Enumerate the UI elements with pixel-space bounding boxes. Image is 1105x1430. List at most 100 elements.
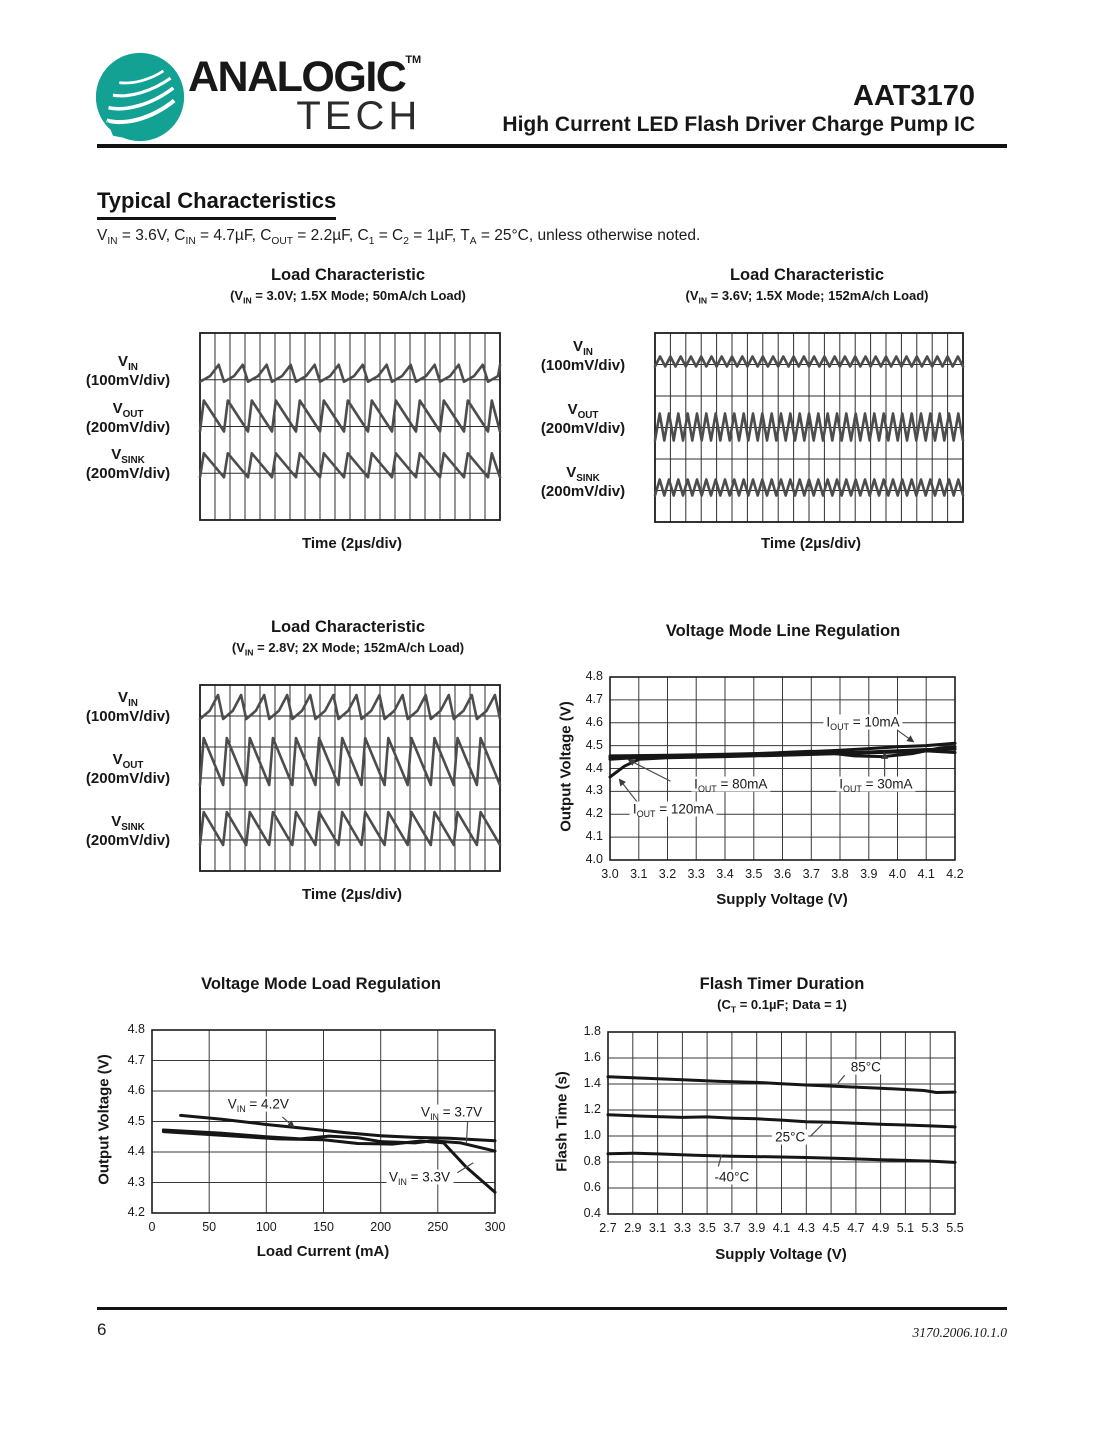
- brand-wordmark: ANALOGICTM TECH: [188, 53, 421, 139]
- flash-ytick-3: 1.0: [583, 1128, 601, 1142]
- linereg-ytick-5: 4.5: [585, 737, 603, 752]
- linereg-ytick-1: 4.1: [585, 829, 603, 844]
- loadreg-plot-frame: [151, 1029, 496, 1214]
- linereg-xtick-11: 4.1: [917, 867, 935, 881]
- flash-grid: [608, 1032, 955, 1214]
- osc1-waveform-0: [198, 363, 502, 384]
- loadreg-y-axis-label: Output Voltage (V): [95, 1054, 113, 1185]
- osc1-title: Load Characteristic: [270, 266, 426, 284]
- linereg-annotation-0: IOUT = 10mA: [823, 714, 903, 732]
- linereg-ytick-3: 4.3: [585, 783, 603, 798]
- osc2-plot-frame: [654, 332, 964, 523]
- linereg-leader-1: [627, 759, 671, 782]
- loadreg-grid: [152, 1030, 495, 1213]
- osc3-channel-label-0: VIN (100mV/div): [85, 689, 171, 725]
- flash-xtick-4: 3.5: [698, 1221, 716, 1235]
- loadreg-leader-2: [456, 1162, 474, 1174]
- osc2-channel-label-2: VSINK (200mV/div): [540, 463, 626, 500]
- linereg-xtick-1: 3.1: [630, 867, 648, 881]
- osc1-waveform-1: [198, 399, 502, 433]
- osc1-channel-label-2: VSINK (200mV/div): [85, 446, 171, 483]
- linereg-xtick-5: 3.5: [745, 867, 763, 881]
- page-number: 6: [97, 1320, 107, 1339]
- osc2-waveform-0: [653, 355, 965, 368]
- flash-ytick-6: 1.6: [583, 1050, 601, 1064]
- flash-title: Flash Timer Duration: [699, 975, 865, 993]
- osc1-channel-label-1: VOUT (200mV/div): [85, 399, 171, 436]
- osc3-title: Load Characteristic: [270, 618, 426, 636]
- flash-series-2: [606, 1151, 957, 1164]
- linereg-leader-3: [618, 778, 640, 805]
- loadreg-ytick-0: 4.2: [127, 1205, 145, 1219]
- linereg-leader-0: [897, 729, 915, 743]
- doc-version: 3170.2006.10.1.0: [912, 1325, 1008, 1340]
- linereg-xtick-3: 3.3: [687, 867, 705, 881]
- header-rule: [97, 144, 1007, 148]
- osc2-waveform-1: [653, 412, 965, 442]
- footer-rule: [97, 1307, 1007, 1310]
- flash-xtick-10: 4.7: [847, 1221, 865, 1235]
- brand-tech: TECH: [296, 94, 422, 138]
- loadreg-x-axis-label: Load Current (mA): [256, 1243, 390, 1260]
- loadreg-annotation-1: VIN = 3.7V: [418, 1104, 486, 1122]
- linereg-annotation-1: IOUT = 80mA: [691, 776, 771, 793]
- loadreg-ytick-4: 4.6: [127, 1083, 145, 1097]
- osc1-waveform-2: [198, 451, 502, 479]
- flash-annotation-1: 25°C: [772, 1129, 809, 1145]
- loadreg-xtick-5: 250: [427, 1220, 449, 1234]
- flash-leader-0: [837, 1074, 846, 1084]
- osc1-subtitle: (VIN = 3.0V; 1.5X Mode; 50mA/ch Load): [230, 288, 466, 306]
- flash-plot-frame: [607, 1031, 956, 1215]
- osc3-waveform-1: [198, 736, 502, 787]
- osc3-waveform-0: [198, 693, 502, 721]
- linereg-xtick-6: 3.6: [773, 867, 792, 881]
- loadreg-ytick-2: 4.4: [127, 1144, 145, 1158]
- part-number: AAT3170: [853, 80, 975, 112]
- loadreg-xtick-0: 0: [148, 1220, 156, 1234]
- linereg-xtick-10: 4.0: [888, 867, 907, 881]
- flash-xtick-1: 2.9: [624, 1221, 642, 1235]
- linereg-xtick-8: 3.8: [831, 867, 849, 881]
- flash-ytick-0: 0.4: [583, 1206, 601, 1220]
- linereg-ytick-6: 4.6: [585, 714, 603, 729]
- analogictech-leaf-logo-icon: [95, 52, 185, 142]
- osc3-waveform-2: [198, 810, 502, 847]
- linereg-xtick-2: 3.2: [658, 867, 677, 881]
- flash-series-1: [606, 1113, 957, 1129]
- flash-ytick-7: 1.8: [583, 1024, 601, 1038]
- flash-xtick-12: 5.1: [896, 1221, 915, 1235]
- loadreg-leader-0: [281, 1116, 295, 1128]
- flash-xtick-9: 4.5: [822, 1221, 840, 1235]
- loadreg-ytick-6: 4.8: [127, 1022, 145, 1036]
- trademark-symbol: TM: [405, 54, 422, 66]
- flash-x-axis-label: Supply Voltage (V): [715, 1246, 847, 1263]
- linereg-grid: [610, 677, 955, 860]
- osc3-channel-label-2: VSINK (200mV/div): [85, 813, 171, 849]
- linereg-ytick-4: 4.4: [585, 760, 603, 775]
- osc2-subtitle: (VIN = 3.6V; 1.5X Mode; 152mA/ch Load): [685, 288, 929, 306]
- flash-xtick-8: 4.3: [797, 1221, 815, 1235]
- loadreg-annotation-0: VIN = 4.2V: [224, 1096, 292, 1114]
- flash-xtick-6: 3.9: [747, 1221, 766, 1235]
- osc3-subtitle: (VIN = 2.8V; 2X Mode; 152mA/ch Load): [231, 640, 465, 658]
- flash-annotation-0: 85°C: [847, 1059, 884, 1075]
- flash-leader-1: [809, 1123, 823, 1138]
- loadreg-xtick-2: 100: [255, 1220, 277, 1234]
- flash-annotation-2: -40°C: [711, 1169, 753, 1185]
- loadreg-xtick-4: 200: [370, 1220, 392, 1234]
- loadreg-xtick-1: 50: [202, 1220, 217, 1234]
- linereg-xtick-9: 3.9: [860, 867, 878, 881]
- loadreg-xtick-6: 300: [484, 1220, 506, 1234]
- linereg-ytick-8: 4.8: [585, 669, 603, 683]
- osc2-channel-label-0: VIN (100mV/div): [540, 337, 626, 374]
- osc2-waveform-2: [653, 478, 965, 497]
- flash-subtitle: (CT = 0.1µF; Data = 1): [717, 997, 847, 1015]
- flash-xtick-5: 3.7: [723, 1221, 741, 1235]
- section-heading: Typical Characteristics: [97, 188, 337, 220]
- linereg-ytick-0: 4.0: [585, 852, 603, 866]
- flash-xtick-7: 4.1: [772, 1221, 791, 1235]
- flash-xtick-13: 5.3: [921, 1221, 939, 1235]
- brand-analogic-text: ANALOGIC: [188, 53, 407, 101]
